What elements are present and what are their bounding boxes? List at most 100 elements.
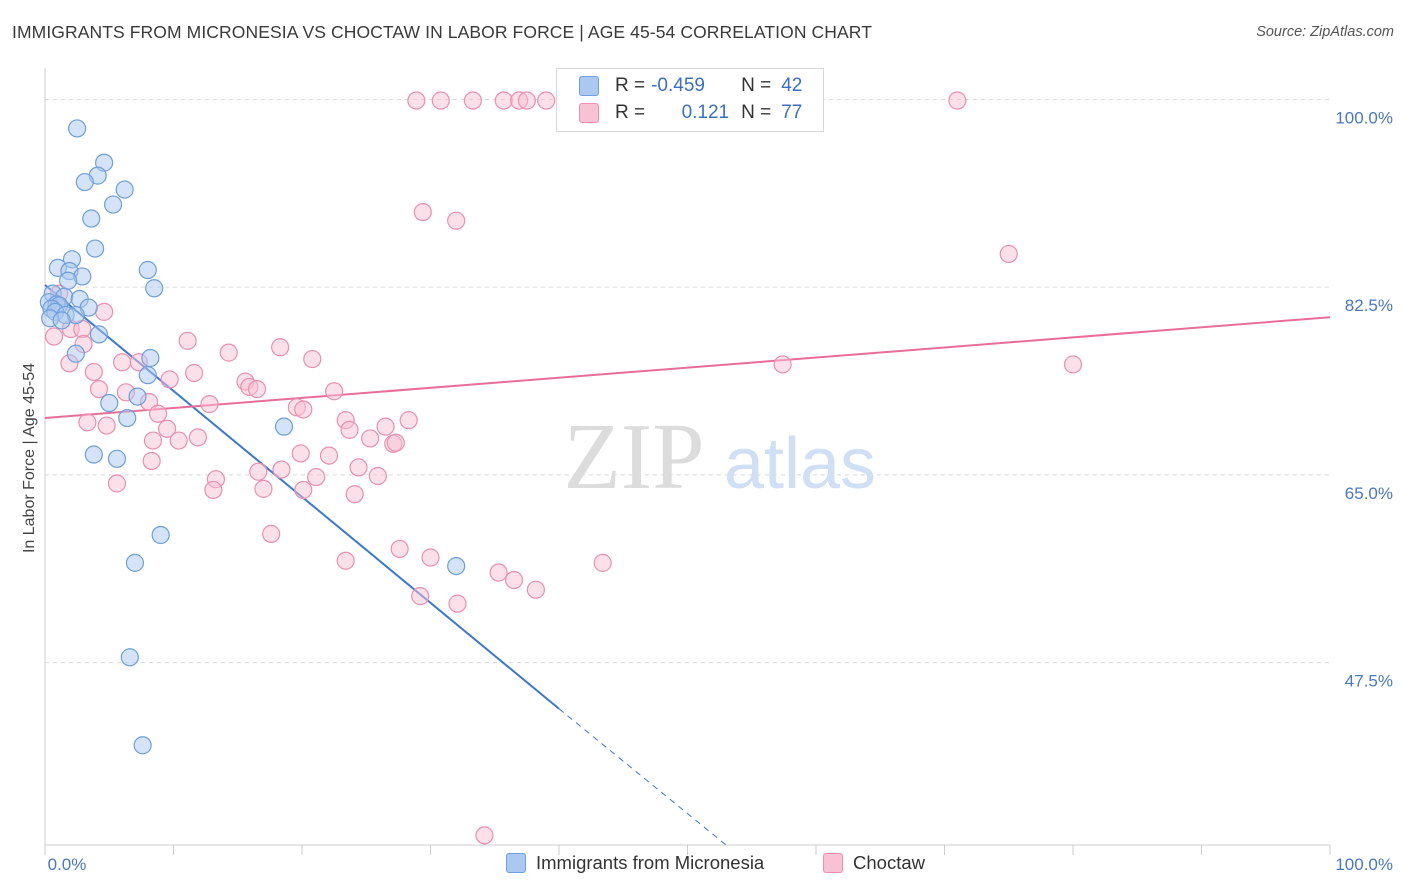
choctaw-point-24 [773,355,792,374]
micronesia-point-38 [151,525,170,545]
legend-r-label: R = [615,75,646,96]
choctaw-point-40 [78,413,97,432]
choctaw-point-46 [340,420,359,439]
micronesia-points [39,119,466,755]
watermark-atlas: atlas [724,424,876,504]
chart-title: IMMIGRANTS FROM MICRONESIA VS CHOCTAW IN… [12,22,872,42]
micronesia-point-28 [89,325,109,344]
micronesia-point-6 [82,209,101,228]
choctaw-point-10 [999,244,1018,264]
choctaw-point-15 [44,327,64,346]
choctaw-point-58 [368,466,387,486]
choctaw-point-28 [160,370,179,389]
choctaw-point-47 [188,428,208,447]
source-credit: Source: ZipAtlas.com [1256,24,1394,40]
legend-n-value: 77 [781,102,803,123]
legend-r-value: 0.121 [681,102,730,123]
choctaw-point-9 [447,211,466,230]
trend-lines [44,284,1331,846]
choctaw-point-20 [303,349,322,369]
micronesia-trend-extension [558,708,727,846]
choctaw-point-19 [219,343,238,362]
choctaw-point-64 [254,479,273,498]
micronesia-point-13 [59,271,78,290]
micronesia-point-14 [145,279,164,298]
choctaw-point-16 [178,331,197,350]
micronesia-point-33 [100,393,119,413]
series-legend: Immigrants from Micronesia Choctaw [0,852,1406,878]
legend-row-micronesia: R = -0.459 N = 42 [557,73,802,99]
choctaw-point-48 [361,429,380,448]
choctaw-point-68 [390,539,409,559]
choctaw-point-74 [526,580,545,599]
x-tick-label-1: 100.0% [1335,855,1393,874]
legend-row-choctaw: R = 0.121 N = 77 [557,100,802,126]
choctaw-point-56 [249,462,268,481]
micronesia-point-34 [118,408,137,428]
micronesia-point-4 [115,180,134,199]
micronesia-point-7 [86,239,105,258]
legend-r-label: R = [615,102,646,123]
choctaw-point-54 [319,446,339,465]
micronesia-point-5 [104,195,123,214]
micronesia-point-39 [125,553,145,572]
choctaw-point-39 [148,404,168,423]
choctaw-points [44,91,1083,845]
choctaw-point-62 [107,474,127,493]
x-tick-label-0: 0.0% [48,855,87,874]
choctaw-point-69 [421,548,440,567]
choctaw-point-55 [142,451,161,471]
choctaw-point-45 [157,419,177,438]
micronesia-point-40 [447,556,466,576]
choctaw-point-57 [272,460,291,479]
choctaw-point-27 [184,363,204,383]
choctaw-point-73 [504,570,524,590]
y-axis-label: In Labor Force | Age 45-54 [21,363,38,553]
choctaw-point-12 [95,302,114,321]
choctaw-point-72 [489,563,508,582]
y-tick-label-1: 82.5% [1345,296,1393,315]
choctaw-point-18 [271,338,290,357]
micronesia-point-36 [84,445,103,464]
micronesia-point-10 [138,260,157,280]
legend-n-label: N = [741,102,772,123]
choctaw-point-31 [89,379,109,399]
choctaw-point-6 [537,91,556,110]
choctaw-point-5 [517,91,536,110]
tick-labels: 100.0% 82.5% 65.0% 47.5% 0.0% 100.0% [48,108,1393,874]
choctaw-point-49 [143,431,163,450]
micronesia-point-32 [128,387,147,406]
micronesia-point-35 [274,417,294,436]
legend-n-label: N = [741,75,772,96]
stats-legend: R = -0.459 N = 42 R = 0.121 N = 77 [556,68,824,132]
micronesia-point-42 [133,736,152,755]
choctaw-point-36 [200,395,219,414]
choctaw-point-33 [325,382,344,401]
legend-swatch-blue [579,76,599,96]
choctaw-point-43 [97,416,116,435]
choctaw-point-53 [291,444,310,463]
y-tick-label-0: 100.0% [1335,108,1393,127]
choctaw-point-32 [247,379,267,399]
micronesia-point-0 [68,119,87,138]
legend-label-choctaw: Choctaw [853,852,925,873]
choctaw-point-61 [307,467,326,487]
micronesia-point-30 [141,348,160,368]
choctaw-point-1 [431,91,450,110]
choctaw-trend-line [44,316,1331,420]
legend-r-value: -0.459 [651,75,705,96]
choctaw-point-38 [294,400,313,419]
choctaw-point-77 [475,826,494,845]
legend-item-choctaw[interactable]: Choctaw [823,852,925,874]
choctaw-point-70 [336,551,355,570]
choctaw-point-42 [399,411,418,430]
micronesia-point-41 [120,648,139,667]
micronesia-point-27 [52,311,71,330]
y-tick-label-2: 65.0% [1345,484,1393,503]
choctaw-point-52 [386,433,405,452]
legend-swatch-choctaw [823,853,843,873]
choctaw-point-75 [411,587,430,606]
legend-item-micronesia[interactable]: Immigrants from Micronesia [506,852,764,874]
watermark-zip: ZIP [564,405,705,509]
